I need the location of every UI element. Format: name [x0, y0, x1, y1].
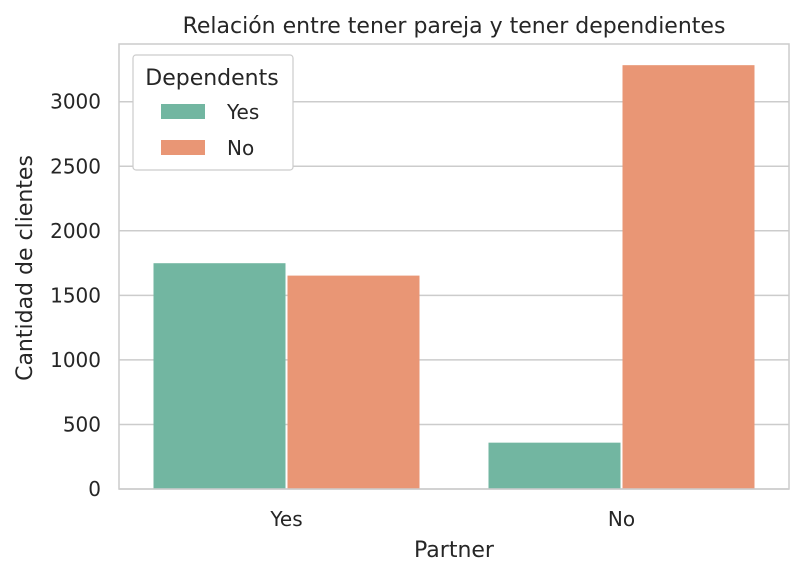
- legend-label-no: No: [227, 136, 254, 160]
- y-tick-label: 1000: [50, 348, 101, 372]
- x-tick-label: No: [608, 507, 635, 531]
- legend-swatch-no: [161, 140, 205, 155]
- bar-no-yes: [488, 442, 621, 489]
- y-tick-label: 2500: [50, 154, 101, 178]
- y-tick-label: 2000: [50, 219, 101, 243]
- y-axis-title: Cantidad de clientes: [13, 155, 38, 381]
- legend-label-yes: Yes: [226, 100, 259, 124]
- x-axis-title: Partner: [414, 538, 495, 563]
- chart-title: Relación entre tener pareja y tener depe…: [183, 14, 726, 39]
- bar-yes-no: [287, 275, 420, 489]
- y-tick-label: 500: [63, 412, 101, 436]
- y-tick-label: 0: [88, 477, 101, 501]
- legend-title: Dependents: [145, 66, 278, 91]
- bars-layer: [153, 65, 755, 490]
- x-tick-label: Yes: [269, 507, 302, 531]
- y-tick-label: 1500: [50, 283, 101, 307]
- legend: Dependents Yes No: [132, 54, 294, 171]
- y-tick-label: 3000: [50, 90, 101, 114]
- bar-no-no: [622, 65, 755, 490]
- x-tick-labels: Yes No: [269, 507, 635, 531]
- y-tick-labels: 0 500 1000 1500 2000 2500 3000: [50, 90, 101, 501]
- legend-swatch-yes: [161, 104, 205, 119]
- bar-yes-yes: [153, 263, 286, 489]
- plot-frame: [118, 43, 790, 490]
